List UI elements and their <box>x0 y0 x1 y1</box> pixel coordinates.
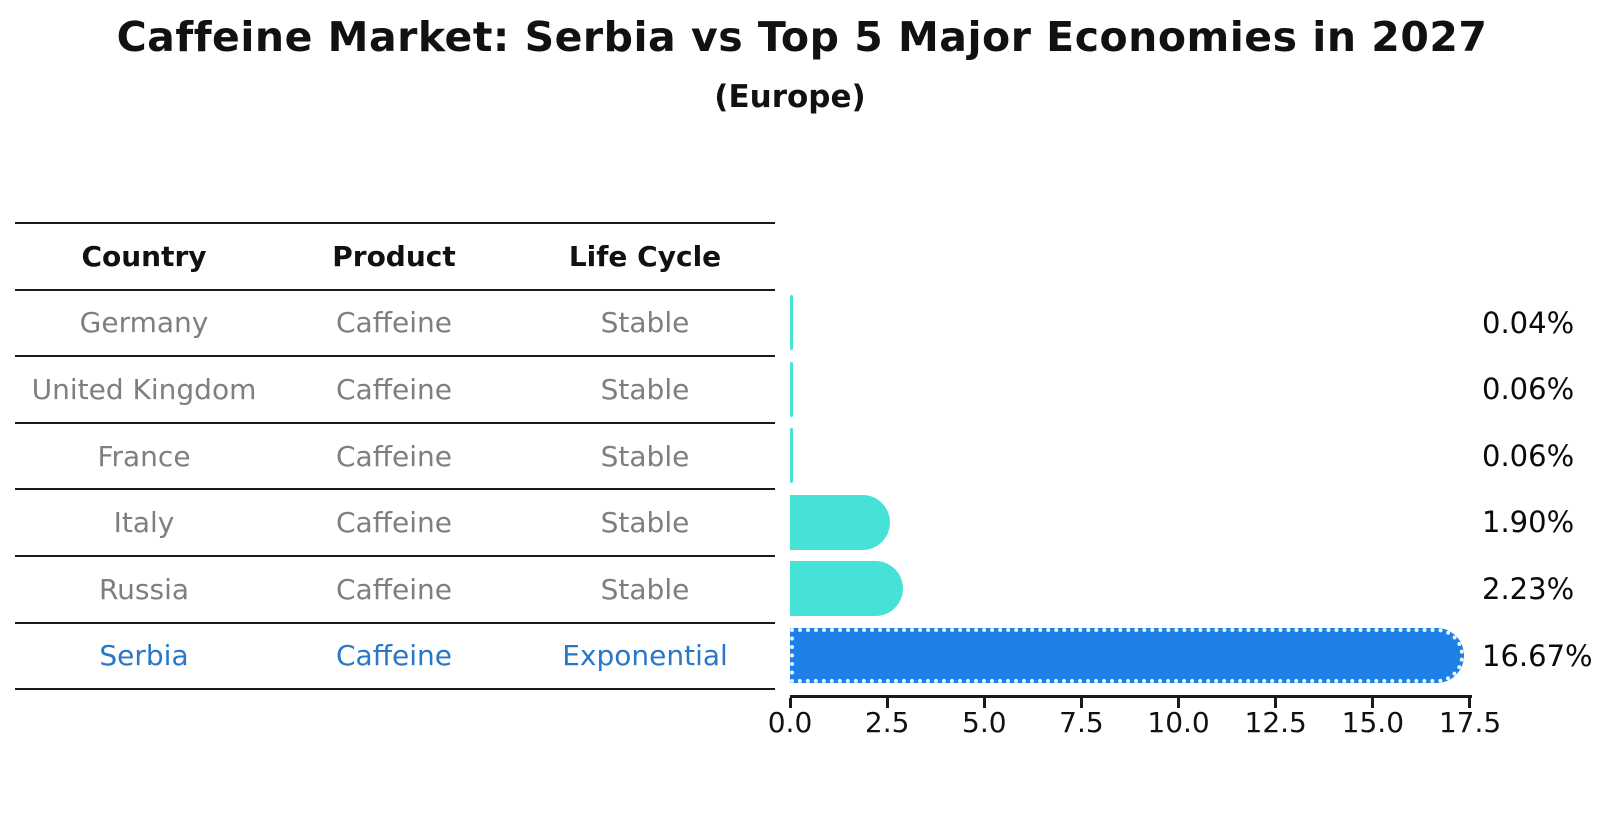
bar-value-label: 1.90% <box>1482 505 1575 540</box>
page-title: Caffeine Market: Serbia vs Top 5 Major E… <box>116 13 1488 61</box>
table-row: United Kingdom Caffeine Stable <box>15 357 775 424</box>
table-cell-country: United Kingdom <box>31 372 257 406</box>
bar <box>790 494 890 550</box>
table-cell-life-cycle: Stable <box>600 306 690 340</box>
data-table: Country Product Life Cycle Germany Caffei… <box>15 222 775 691</box>
x-tick-label: 5.0 <box>962 706 1007 739</box>
x-tick-label: 17.5 <box>1438 706 1502 739</box>
bar-value-label: 0.06% <box>1482 372 1575 407</box>
x-tick-label: 12.5 <box>1244 706 1307 739</box>
table-row: Russia Caffeine Stable <box>15 557 775 624</box>
bar-value-label: 2.23% <box>1482 572 1575 607</box>
bar <box>790 294 793 350</box>
x-tick-label: 15.0 <box>1341 706 1405 739</box>
bar <box>790 627 1464 683</box>
table-cell-life-cycle: Stable <box>600 439 690 473</box>
table-cell-product: Caffeine <box>336 372 452 406</box>
table-row: Italy Caffeine Stable <box>15 490 775 557</box>
page-subtitle: (Europe) <box>714 79 866 115</box>
table-cell-product: Caffeine <box>336 439 452 473</box>
x-tick <box>1079 698 1083 708</box>
bar <box>790 361 793 417</box>
table-row: France Caffeine Stable <box>15 424 775 491</box>
table-cell-life-cycle: Stable <box>600 372 690 406</box>
table-cell-country: Serbia <box>99 639 189 673</box>
x-tick <box>885 698 889 708</box>
table-row: Serbia Caffeine Exponential <box>15 624 775 691</box>
x-tick <box>1177 698 1181 708</box>
bar-value-label: 0.06% <box>1482 438 1575 473</box>
table-cell-country: Germany <box>79 306 209 340</box>
table-cell-product: Caffeine <box>336 639 452 673</box>
table-cell-product: Caffeine <box>336 506 452 540</box>
x-tick <box>1274 698 1278 708</box>
x-tick <box>1468 698 1472 708</box>
bar-value-label: 16.67% <box>1482 638 1593 673</box>
bar <box>790 561 903 617</box>
table-cell-product: Caffeine <box>336 306 452 340</box>
x-tick <box>982 698 986 708</box>
x-tick-label: 2.5 <box>864 706 910 739</box>
column-header-country: Country <box>81 239 207 273</box>
table-cell-country: France <box>97 439 191 473</box>
x-tick <box>788 698 792 708</box>
x-tick-label: 0.0 <box>767 706 813 739</box>
table-cell-life-cycle: Stable <box>600 506 690 540</box>
column-header-product: Product <box>332 239 456 273</box>
x-tick-label: 10.0 <box>1147 706 1210 739</box>
table-row: Germany Caffeine Stable <box>15 291 775 358</box>
x-tick <box>1371 698 1375 708</box>
x-axis <box>790 695 1472 698</box>
table-body: Germany Caffeine Stable United Kingdom Caffe… <box>15 291 775 691</box>
table-cell-country: Russia <box>98 572 190 606</box>
table-header-row: Country Product Life Cycle <box>15 224 775 291</box>
column-header-life-cycle: Life Cycle <box>568 239 722 273</box>
bar-value-label: 0.04% <box>1482 305 1575 340</box>
table-cell-product: Caffeine <box>336 572 452 606</box>
x-tick-label: 7.5 <box>1059 706 1104 739</box>
table-cell-country: Italy <box>113 506 175 540</box>
table-cell-life-cycle: Exponential <box>562 639 728 673</box>
bar <box>790 428 793 484</box>
table-cell-life-cycle: Stable <box>600 572 690 606</box>
